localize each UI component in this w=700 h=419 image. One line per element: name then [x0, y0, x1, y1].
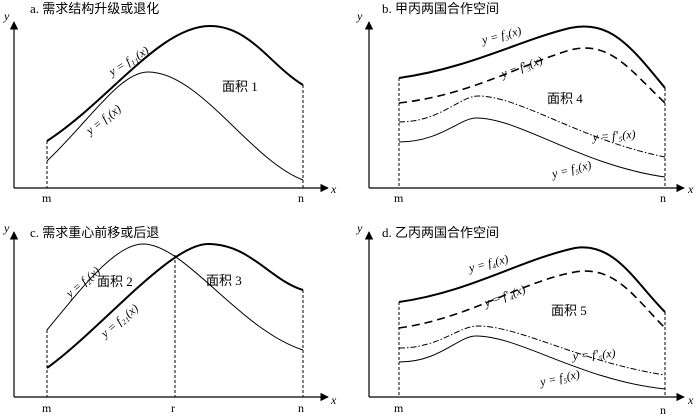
tick-n-c: n [298, 401, 304, 415]
curve-label-2-c: y = f₂₁(x) [97, 301, 141, 341]
tick-r-c: r [171, 401, 175, 415]
tick-m-d: m [394, 401, 404, 415]
y-axis-label-c: y [3, 221, 10, 235]
curve-label-3-d: y = f′₅(x) [571, 346, 616, 363]
curve-3-b [398, 95, 666, 158]
tick-m-b: m [394, 191, 404, 205]
curve-label-2-b: y = f′₃(x) [498, 53, 544, 81]
curve-label-1-b: y = f₃(x) [479, 24, 522, 48]
y-axis-label-b: y [356, 9, 363, 23]
tick-n-d: n [660, 403, 666, 417]
area-label-b: 面积 4 [547, 91, 583, 106]
curve-2-d [398, 270, 666, 329]
x-axis-label-a: x [330, 182, 337, 196]
curve-3-d [398, 325, 666, 376]
curve-1-c [46, 243, 304, 351]
curve-2-b [398, 47, 666, 104]
panel-b: y x b. 甲丙两国合作空间 m n 面积 4 y = f₃(x) y = f… [356, 1, 694, 205]
panel-title-c: c. 需求重心前移或后退 [30, 225, 159, 240]
panel-title-a: a. 需求结构升级或退化 [30, 1, 159, 16]
tick-n-a: n [298, 191, 304, 205]
panel-d: y x d. 乙丙两国合作空间 m n 面积 5 y = f₄(x) y = f… [356, 221, 694, 417]
curve-label-2-d: y = f′₄(x) [481, 282, 527, 310]
panel-c: y x c. 需求重心前移或后退 m r n 面积 2 面积 3 y = f₂(… [3, 221, 337, 415]
curve-lower-a [46, 71, 304, 181]
x-axis-label-d: x [687, 393, 694, 407]
area-label-left-c: 面积 2 [97, 274, 133, 289]
x-axis-label-c: x [330, 393, 337, 407]
curve-1-b [398, 25, 666, 89]
curve-label-3-b: y = f′₅(x) [591, 127, 636, 144]
tick-m-c: m [42, 401, 52, 415]
curve-4-b [398, 117, 666, 178]
area-label-right-c: 面积 3 [206, 273, 242, 288]
panel-title-b: b. 甲丙两国合作空间 [382, 1, 499, 16]
panel-title-d: d. 乙丙两国合作空间 [382, 225, 499, 240]
panel-a: y x a. 需求结构升级或退化 m n 面积 1 y = f₁₁(x) y =… [3, 1, 337, 205]
curve-2-c [46, 242, 304, 369]
curve-4-d [398, 335, 666, 390]
tick-m-a: m [42, 191, 52, 205]
curve-label-4-b: y = f₅(x) [549, 158, 592, 182]
x-axis-label-b: x [687, 182, 694, 196]
area-label-a: 面积 1 [222, 79, 258, 94]
tick-n-b: n [660, 191, 666, 205]
area-label-d: 面积 5 [551, 303, 587, 318]
y-axis-label-d: y [356, 221, 363, 235]
curve-1-d [398, 246, 666, 313]
curve-label-lower-a: y = f₁(x) [82, 102, 123, 138]
y-axis-label-a: y [3, 9, 10, 23]
curve-upper-a [46, 24, 304, 142]
curve-label-4-d: y = f₅(x) [538, 367, 581, 389]
